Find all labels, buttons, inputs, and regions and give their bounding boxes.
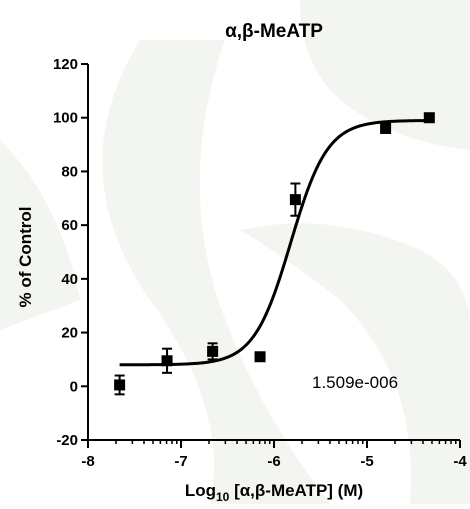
x-tick-label: -8 — [81, 453, 94, 470]
ec50-annotation: 1.509e-006 — [312, 373, 398, 392]
square-marker — [290, 194, 301, 205]
x-axis-label-suffix: [α,β-MeATP] (M) — [229, 481, 363, 500]
x-axis-label-prefix: Log — [185, 481, 216, 500]
x-tick-label: -7 — [174, 453, 187, 470]
y-tick-label: 60 — [61, 217, 78, 234]
x-axis-label-subscript: 10 — [216, 490, 230, 504]
y-tick-label: 100 — [53, 110, 78, 127]
square-marker — [207, 346, 218, 357]
x-tick-label: -5 — [360, 453, 373, 470]
y-tick-label: 120 — [53, 56, 78, 73]
square-marker — [380, 123, 391, 134]
y-tick-label: 0 — [70, 378, 78, 395]
data-point — [380, 123, 391, 134]
data-point — [255, 351, 266, 362]
data-point — [424, 112, 435, 123]
square-marker — [255, 351, 266, 362]
y-tick-label: 80 — [61, 163, 78, 180]
x-tick-label: -4 — [453, 453, 467, 470]
y-tick-label: -20 — [56, 432, 78, 449]
y-tick-label: 40 — [61, 271, 78, 288]
y-axis-label: % of Control — [16, 206, 35, 307]
x-tick-label: -6 — [267, 453, 280, 470]
square-marker — [114, 379, 125, 390]
square-marker — [162, 355, 173, 366]
y-tick-label: 20 — [61, 325, 78, 342]
chart-title: α,β-MeATP — [225, 21, 323, 42]
square-marker — [424, 112, 435, 123]
data-point — [114, 376, 125, 395]
data-point — [162, 349, 173, 373]
